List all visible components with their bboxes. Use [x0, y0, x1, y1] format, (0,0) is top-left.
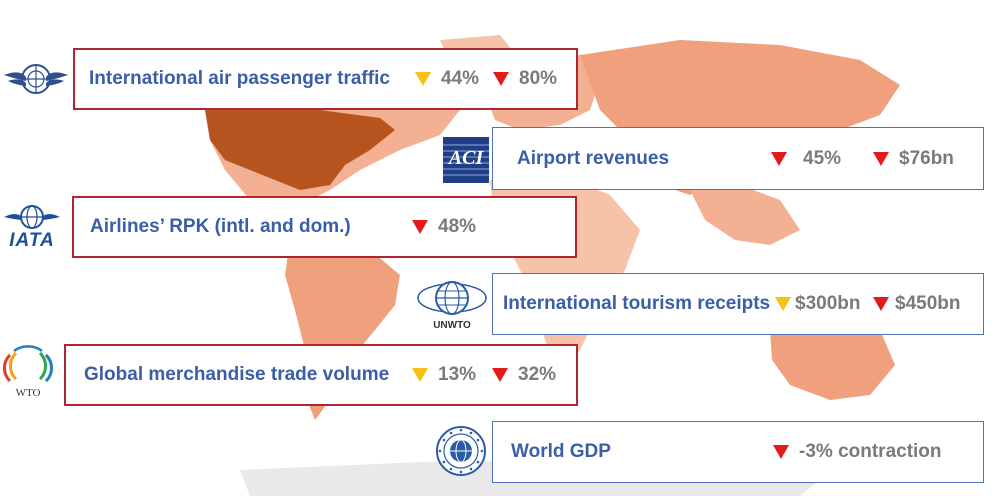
down-triangle-red-icon: [492, 368, 508, 382]
airport-revenues-label: Airport revenues: [517, 147, 670, 169]
metric-value: -3% contraction: [799, 441, 942, 462]
airlines-rpk-metric-1: 48%: [412, 216, 476, 238]
down-triangle-red-icon: [493, 72, 509, 86]
air-passenger-traffic-metric-2: 80%: [493, 68, 557, 90]
map-australia: [770, 315, 895, 400]
wto-rings-icon: WTO: [0, 345, 56, 403]
airlines-rpk-label: Airlines’ RPK (intl. and dom.): [90, 216, 351, 237]
world-gdp-card: World GDP -3% contraction: [492, 421, 984, 483]
metric-value: 80%: [519, 68, 558, 89]
airport-revenues-metric-2: $76bn: [873, 148, 954, 170]
metric-value: 32%: [518, 364, 557, 385]
merchandise-trade-metric-2: 32%: [492, 364, 556, 386]
tourism-receipts-metric-1: $300bn: [775, 293, 860, 315]
metric-value: $450bn: [895, 293, 961, 314]
icao-globe-wings-icon: [4, 64, 68, 94]
tourism-receipts-card: International tourism receipts $300bn $4…: [492, 273, 984, 335]
imf-seal-icon: [436, 426, 486, 476]
down-triangle-red-icon: [771, 151, 787, 166]
aci-logo-text: ACI: [448, 147, 484, 169]
down-triangle-red-icon: [873, 151, 889, 166]
down-triangle-yellow-icon: [775, 297, 791, 311]
air-passenger-traffic-card: International air passenger traffic 44% …: [73, 48, 578, 110]
metric-value: $300bn: [795, 293, 861, 314]
metric-value: 45%: [803, 147, 842, 169]
world-gdp-metric-1: -3% contraction: [773, 441, 942, 463]
map-usa: [205, 110, 395, 190]
merchandise-trade-metric-1: 13%: [412, 364, 476, 386]
airport-revenues-metric-1: 45%: [771, 148, 841, 170]
air-passenger-traffic-label: International air passenger traffic: [89, 68, 390, 89]
map-south-asia: [690, 185, 800, 245]
airport-revenues-card: Airport revenues 45% $76bn: [492, 127, 984, 190]
unwto-logo-text: UNWTO: [433, 320, 471, 331]
unwto-globe-icon: UNWTO: [414, 278, 490, 334]
down-triangle-yellow-icon: [412, 368, 428, 382]
metric-value: 44%: [441, 68, 480, 89]
merchandise-trade-label: Global merchandise trade volume: [84, 364, 390, 385]
down-triangle-red-icon: [873, 297, 889, 311]
down-triangle-yellow-icon: [415, 72, 431, 86]
iata-logo-text: IATA: [9, 230, 55, 251]
iata-globe-icon: IATA: [0, 203, 64, 253]
down-triangle-red-icon: [412, 220, 428, 234]
tourism-receipts-metric-2: $450bn: [873, 293, 960, 315]
tourism-receipts-label: International tourism receipts: [503, 293, 771, 314]
metric-value: 48%: [438, 216, 477, 237]
air-passenger-traffic-metric-1: 44%: [415, 68, 479, 90]
aci-logo-icon: ACI: [443, 137, 489, 183]
merchandise-trade-card: Global merchandise trade volume 13% 32%: [64, 344, 578, 406]
metric-value: $76bn: [899, 147, 954, 169]
metric-value: 13%: [438, 364, 477, 385]
world-gdp-label: World GDP: [511, 441, 611, 462]
airlines-rpk-card: Airlines’ RPK (intl. and dom.) 48%: [72, 196, 577, 258]
wto-logo-text: WTO: [15, 387, 41, 399]
down-triangle-red-icon: [773, 445, 789, 459]
